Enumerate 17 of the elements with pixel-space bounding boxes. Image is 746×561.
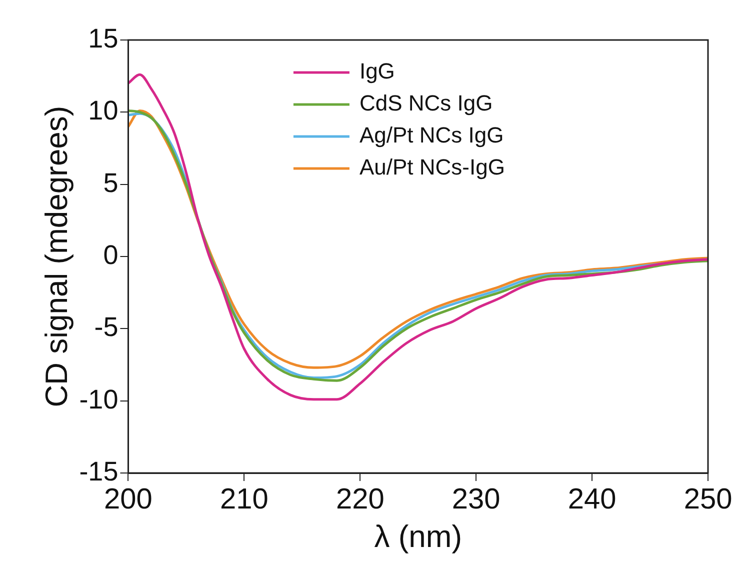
y-axis-title: CD signal (mdegrees) bbox=[39, 106, 74, 408]
y-tick-label: 15 bbox=[88, 23, 118, 54]
y-tick-label: 5 bbox=[103, 168, 118, 198]
x-tick-label: 250 bbox=[684, 483, 732, 516]
x-tick-label: 230 bbox=[452, 483, 500, 516]
legend-label: Ag/Pt NCs IgG bbox=[359, 122, 504, 148]
y-tick-label: -10 bbox=[79, 384, 118, 414]
y-tick-label: 0 bbox=[103, 240, 118, 270]
x-tick-label: 220 bbox=[336, 483, 384, 516]
y-tick-label: 10 bbox=[88, 96, 118, 126]
x-tick-label: 240 bbox=[568, 483, 616, 516]
legend-label: CdS NCs IgG bbox=[359, 90, 493, 116]
y-tick-label: -5 bbox=[94, 312, 118, 342]
legend-label: Au/Pt NCs-IgG bbox=[359, 154, 505, 180]
x-tick-label: 210 bbox=[220, 483, 268, 516]
x-axis-title: λ (nm) bbox=[374, 518, 462, 554]
legend-label: IgG bbox=[359, 58, 395, 84]
